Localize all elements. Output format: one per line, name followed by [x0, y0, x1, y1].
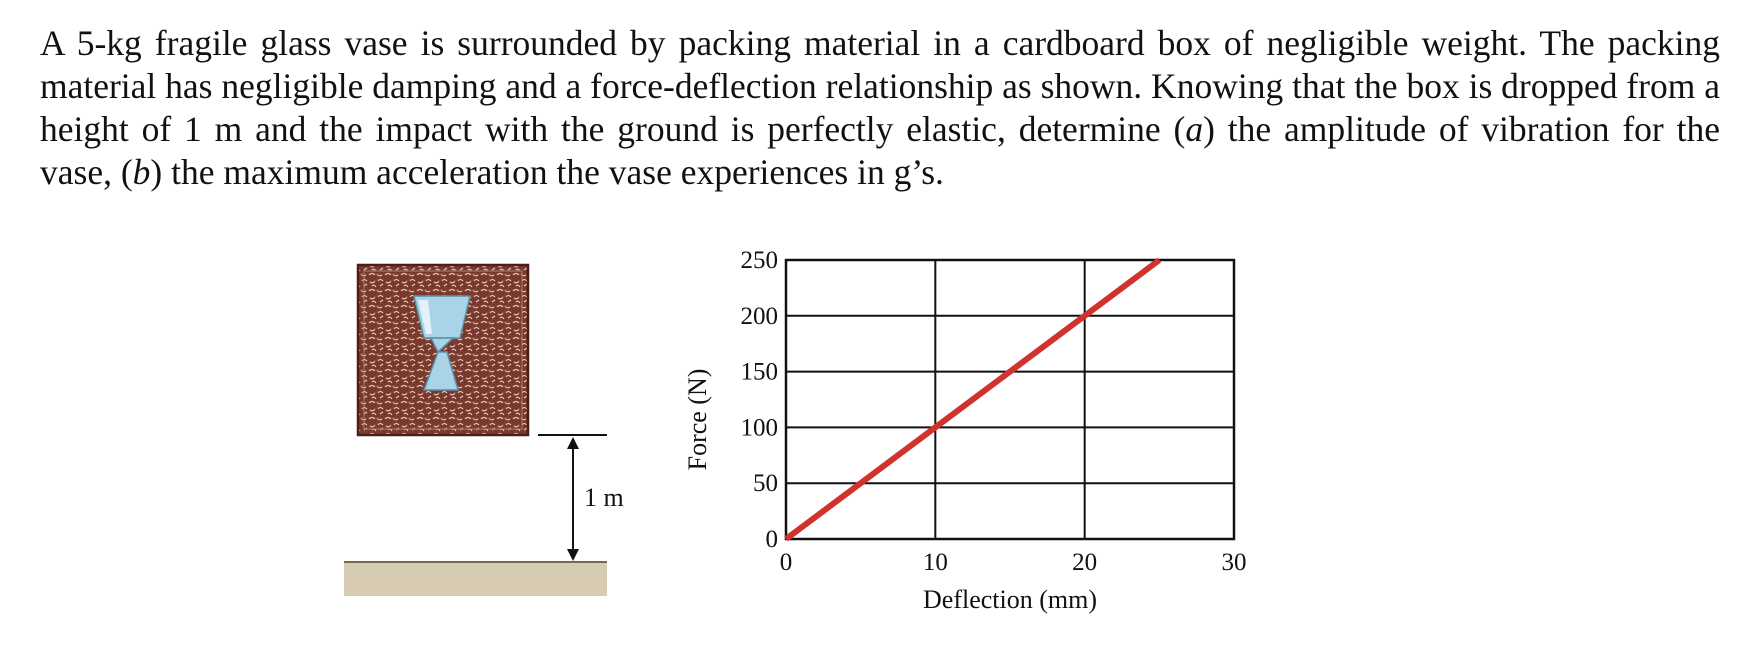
ground: [344, 561, 607, 596]
x-tick-label: 20: [1072, 549, 1097, 576]
x-axis-label: Deflection (mm): [923, 585, 1097, 614]
plot-frame: [784, 258, 1236, 541]
x-tick-labels: 0 10 20 30: [780, 549, 1247, 576]
grid: [785, 259, 1235, 540]
y-tick-label: 250: [741, 247, 779, 274]
x-tick-label: 0: [780, 549, 793, 576]
y-tick-label: 150: [741, 359, 779, 386]
part-b-label: b: [132, 152, 151, 192]
box-diagram: [356, 263, 530, 437]
y-tick-label: 50: [753, 470, 778, 497]
problem-text-1: A 5-kg fragile glass vase is surrounded …: [40, 23, 1720, 149]
y-tick-label: 0: [766, 526, 779, 553]
problem-statement: A 5-kg fragile glass vase is surrounded …: [40, 22, 1720, 194]
y-tick-label: 100: [741, 414, 779, 441]
y-axis-label: Force (N): [683, 369, 712, 471]
y-tick-labels: 0 50 100 150 200 250: [741, 247, 779, 553]
x-tick-label: 30: [1222, 549, 1247, 576]
series-line: [784, 257, 1162, 542]
problem-text-3: ) the maximum acceleration the vase expe…: [150, 152, 944, 192]
series-group: [784, 257, 1162, 542]
drop-height-dimension: [538, 434, 607, 561]
part-a-label: a: [1185, 109, 1204, 149]
problem-text-2: ) the amplitude of vibration for the vas…: [40, 109, 1720, 192]
x-tick-label: 10: [923, 549, 948, 576]
height-label: 1 m: [584, 483, 624, 512]
y-tick-label: 200: [741, 303, 779, 330]
cardboard-box: [356, 263, 530, 437]
glass-vase: [413, 295, 471, 391]
